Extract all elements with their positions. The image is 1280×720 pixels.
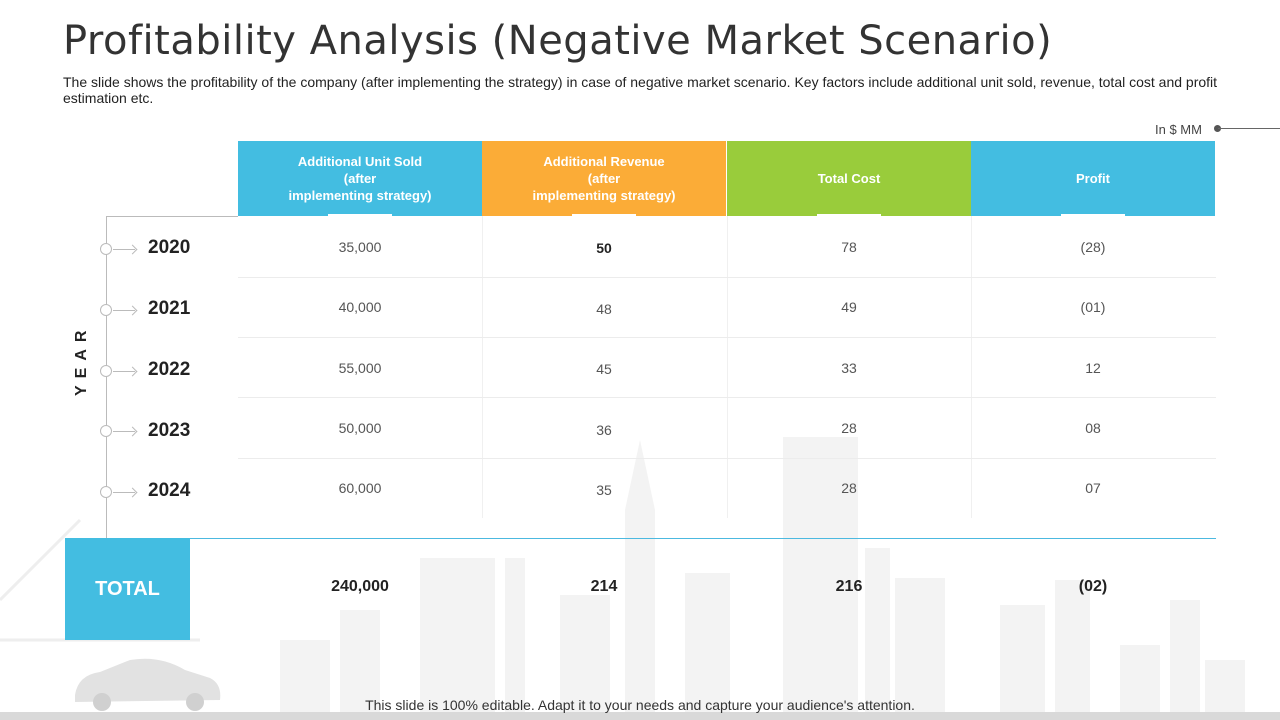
cell-profit: (28): [1080, 239, 1106, 255]
arrow-right-icon: [113, 371, 135, 372]
column-divider: [971, 216, 972, 518]
total-label: TOTAL: [65, 538, 190, 640]
row-divider: [238, 458, 1216, 459]
arrow-right-icon: [113, 492, 135, 493]
arrow-right-icon: [113, 249, 135, 250]
cell-units: 50,000: [338, 420, 382, 436]
cell-revenue: 45: [596, 361, 612, 377]
page-title: Profitability Analysis (Negative Market …: [63, 18, 1053, 64]
cell-units: 60,000: [338, 480, 382, 496]
timeline-dot-icon: [100, 365, 112, 377]
year-timeline: [106, 216, 107, 538]
cell-revenue: 48: [596, 301, 612, 317]
page-subtitle: The slide shows the profitability of the…: [63, 74, 1218, 106]
cell-profit: (01): [1080, 299, 1106, 315]
cell-cost: 28: [841, 420, 857, 436]
header-total-cost: Total Cost: [727, 141, 971, 216]
total-divider: [65, 538, 1216, 539]
cell-cost: 28: [841, 480, 857, 496]
year-label: 2021: [148, 298, 191, 319]
total-profit: (02): [1078, 578, 1108, 595]
header-additional-unit-sold: Additional Unit Sold (after implementing…: [238, 141, 482, 216]
unit-line: [1218, 128, 1280, 129]
timeline-dot-icon: [100, 486, 112, 498]
year-label: 2024: [148, 480, 191, 501]
arrow-right-icon: [113, 310, 135, 311]
cell-profit: 08: [1085, 420, 1101, 436]
header-additional-revenue: Additional Revenue (after implementing s…: [482, 141, 726, 216]
column-divider: [727, 216, 728, 518]
footer-band: [0, 712, 1280, 720]
row-divider: [238, 337, 1216, 338]
year-label: 2022: [148, 359, 191, 380]
footer-note: This slide is 100% editable. Adapt it to…: [365, 697, 915, 713]
total-revenue: 214: [590, 578, 618, 595]
year-label: 2023: [148, 420, 191, 441]
cell-profit: 12: [1085, 360, 1101, 376]
row-divider: [238, 277, 1216, 278]
timeline-dot-icon: [100, 243, 112, 255]
column-divider: [482, 216, 483, 518]
header-profit: Profit: [971, 141, 1215, 216]
timeline-dot-icon: [100, 304, 112, 316]
cell-revenue: 35: [596, 482, 612, 498]
cell-cost: 78: [841, 239, 857, 255]
year-label: 2020: [148, 237, 191, 258]
year-timeline-top: [106, 216, 238, 217]
cell-profit: 07: [1085, 480, 1101, 496]
cell-units: 35,000: [338, 239, 382, 255]
arrow-right-icon: [113, 431, 135, 432]
row-divider: [238, 397, 1216, 398]
cell-cost: 49: [841, 299, 857, 315]
year-axis-label: YEAR: [73, 323, 90, 396]
timeline-dot-icon: [100, 425, 112, 437]
cell-revenue: 50: [596, 240, 612, 256]
cell-cost: 33: [841, 360, 857, 376]
cell-revenue: 36: [596, 422, 612, 438]
unit-note: In $ MM: [1155, 122, 1202, 137]
total-units: 240,000: [331, 578, 389, 595]
total-cost: 216: [835, 578, 863, 595]
unit-dot-icon: [1214, 125, 1221, 132]
cell-units: 40,000: [338, 299, 382, 315]
cell-units: 55,000: [338, 360, 382, 376]
car-icon: [75, 658, 221, 702]
